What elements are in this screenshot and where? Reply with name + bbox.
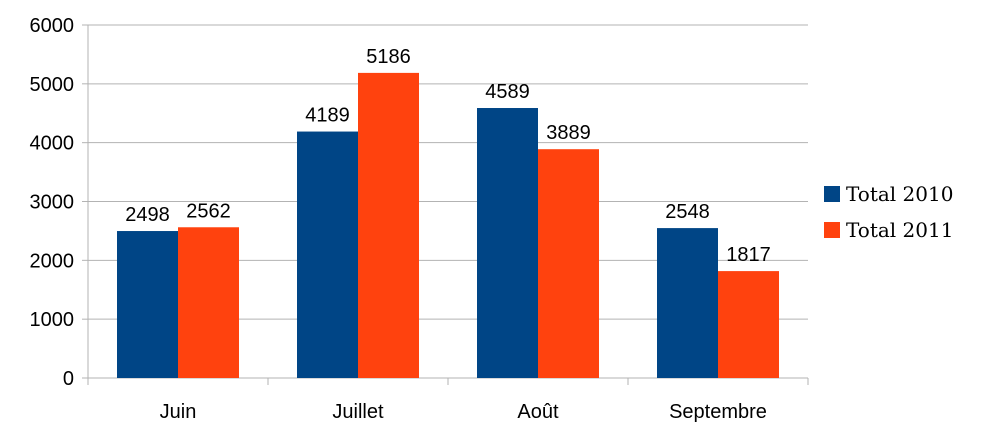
data-label: 1817 <box>726 244 771 266</box>
x-tick-label: Août <box>517 401 559 423</box>
data-label: 2498 <box>125 204 170 226</box>
data-label: 2548 <box>665 201 710 223</box>
bar <box>358 72 419 379</box>
data-labels: 2498 2562 4189 5186 4589 3889 2548 1817 <box>125 46 771 266</box>
x-tick-label: Septembre <box>669 401 767 423</box>
y-tick-label: 5000 <box>30 74 75 96</box>
bar <box>718 271 779 378</box>
bars <box>117 72 779 379</box>
y-tick-label: 4000 <box>30 133 75 155</box>
data-label: 4189 <box>305 105 350 127</box>
bar <box>178 227 239 378</box>
data-label: 3889 <box>546 122 591 144</box>
y-tick-label: 0 <box>63 368 74 390</box>
bar <box>297 131 358 378</box>
bar <box>477 108 538 379</box>
y-tick-label: 2000 <box>30 250 75 272</box>
legend-swatch <box>824 222 840 238</box>
legend-label: Total 2010 <box>846 182 953 206</box>
y-tick-label: 1000 <box>30 309 75 331</box>
legend-swatch <box>824 186 840 202</box>
data-label: 4589 <box>485 81 530 103</box>
legend-label: Total 2011 <box>846 218 953 242</box>
y-tick-label: 6000 <box>30 15 75 37</box>
bar <box>538 149 599 378</box>
x-tick-label: Juin <box>160 401 197 423</box>
data-label: 2562 <box>186 200 231 222</box>
data-label: 5186 <box>366 46 411 68</box>
bar <box>117 231 178 378</box>
y-tick-label: 3000 <box>30 192 75 214</box>
legend: Total 2010 Total 2011 <box>824 182 953 242</box>
bar <box>657 228 718 378</box>
x-tick-label: Juillet <box>332 401 384 423</box>
